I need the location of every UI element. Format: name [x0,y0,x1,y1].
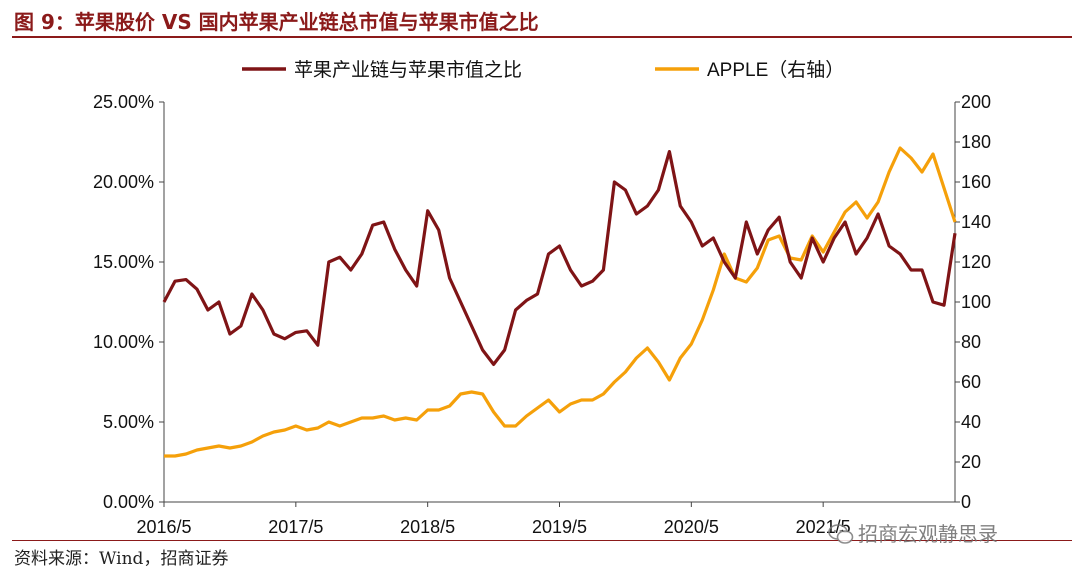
figure-title: 图 9：苹果股价 VS 国内苹果产业链总市值与苹果市值之比 [14,10,539,34]
source-rule [12,540,1072,541]
watermark-text: 招商宏观静思录 [858,522,998,546]
y-left-tick-label: 20.00% [93,172,154,192]
y-right-tick-label: 40 [961,412,981,432]
legend: 苹果产业链与苹果市值之比 APPLE（右轴） [242,59,844,81]
series-layer [162,146,957,458]
y-right-tick-label: 200 [961,92,991,112]
x-tick-label: 2018/5 [400,517,455,537]
y-left-tick-label: 15.00% [93,252,154,272]
x-tick-label: 2017/5 [268,517,323,537]
y-right-tick-label: 100 [961,292,991,312]
y-right-tick-label: 60 [961,372,981,392]
x-tick-label: 2021/5 [796,517,851,537]
watermark: 招商宏观静思录 [828,518,998,547]
title-rule [12,36,1072,38]
y-left-tick-label: 0.00% [103,492,154,512]
y-right-tick-label: 180 [961,132,991,152]
wechat-icon [828,524,854,544]
x-tick-label: 2016/5 [136,517,191,537]
y-right-tick-label: 120 [961,252,991,272]
source-note: 资料来源：Wind，招商证券 [14,549,229,569]
series-line-apple [164,146,957,458]
x-tick-label: 2019/5 [532,517,587,537]
y-left-tick-label: 5.00% [103,412,154,432]
series-line-ratio [162,150,957,366]
y-left-tick-label: 10.00% [93,332,154,352]
legend-label-apple: APPLE（右轴） [707,59,844,81]
y-right-tick-label: 20 [961,452,981,472]
y-right-tick-label: 80 [961,332,981,352]
y-right-tick-label: 160 [961,172,991,192]
axes: 0.00% 5.00% 10.00% 15.00% 20.00% 25.00% 0 20 40 6… [93,92,991,537]
y-left-tick-label: 25.00% [93,92,154,112]
legend-label-ratio: 苹果产业链与苹果市值之比 [294,59,522,81]
y-right-tick-label: 140 [961,212,991,232]
y-right-tick-label: 0 [961,492,971,512]
x-tick-label: 2020/5 [664,517,719,537]
